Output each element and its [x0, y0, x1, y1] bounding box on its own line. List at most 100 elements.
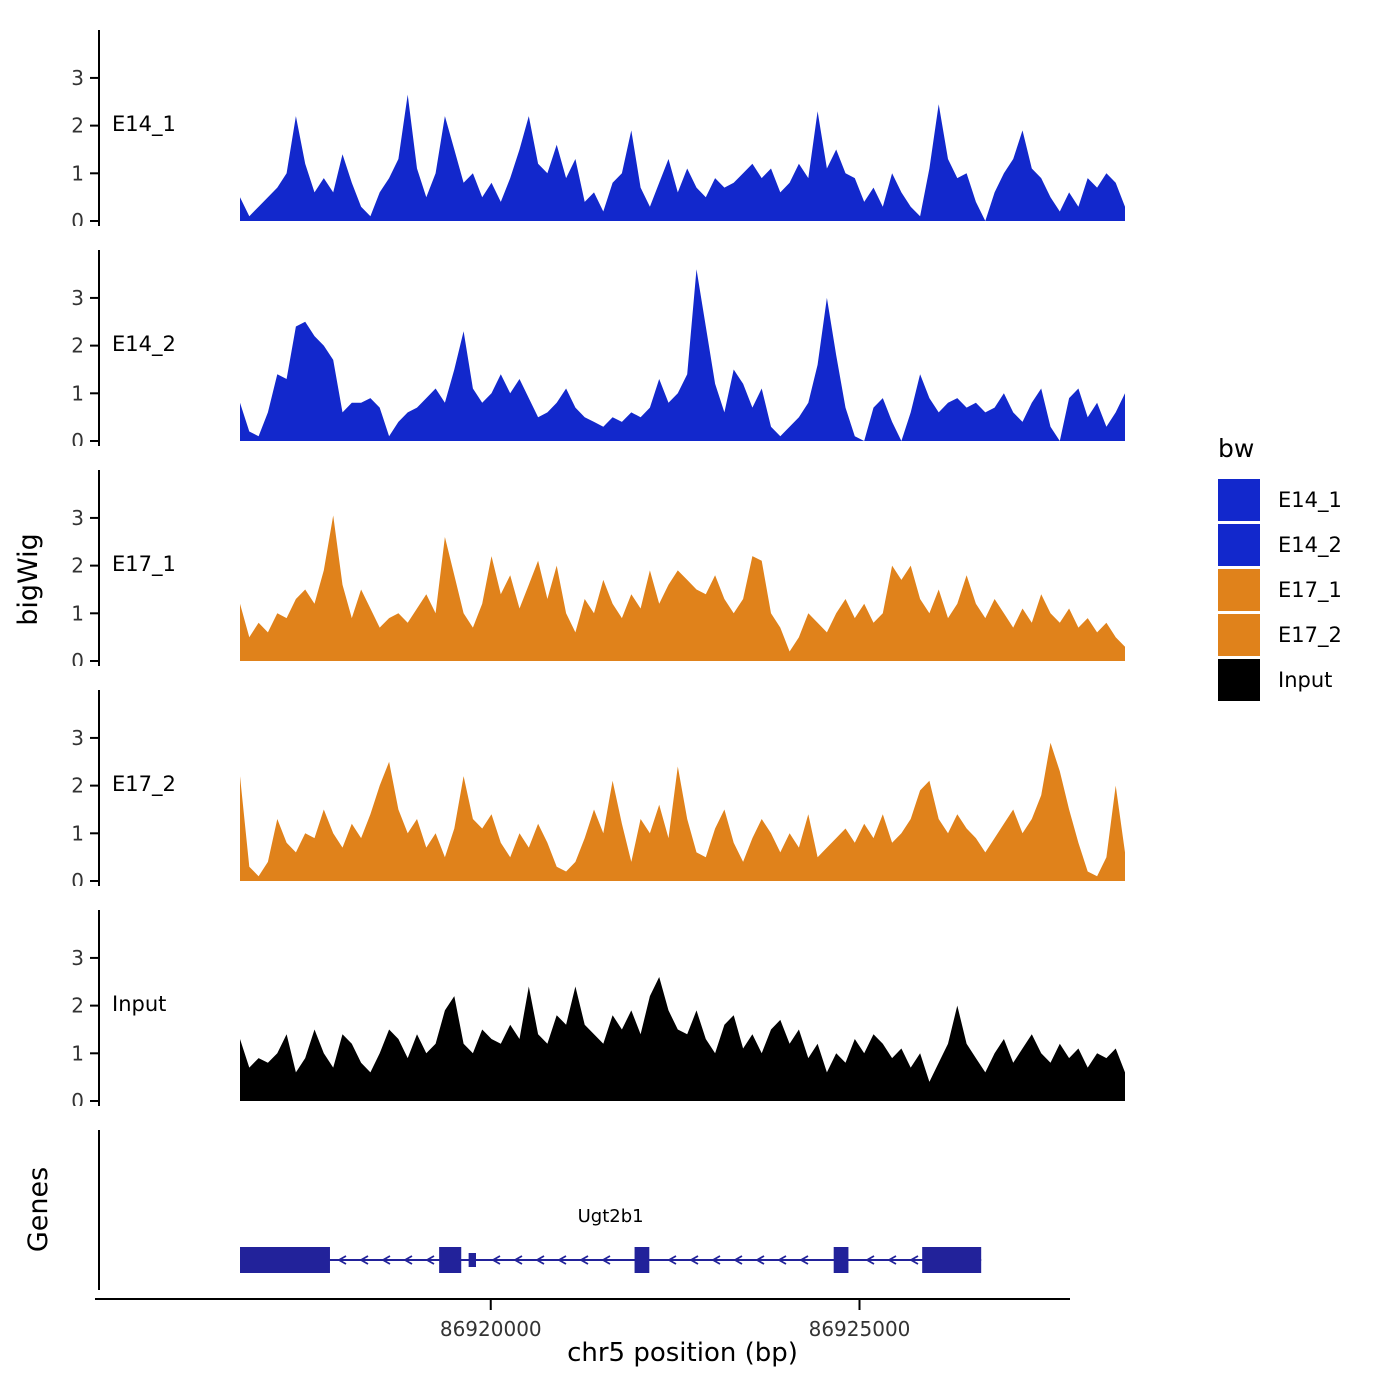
legend-item-e14_2: E14_2: [1218, 524, 1342, 566]
coverage-area-e14_1: [240, 94, 1125, 221]
y-axis: 0 1 2 3: [71, 910, 100, 1106]
exon-box: [240, 1247, 330, 1273]
coverage-area-e14_2: [240, 269, 1125, 441]
strand-arrow-icon: [513, 1255, 523, 1265]
x-axis: 86920000 86925000: [0, 1298, 1175, 1362]
y-tick-label: 1: [71, 601, 84, 625]
strand-arrow-icon: [909, 1255, 919, 1265]
track-label: E14_1: [112, 112, 176, 136]
strand-arrow-icon: [337, 1255, 347, 1265]
y-tick-label: 3: [71, 726, 84, 750]
coverage-plot: [240, 515, 1125, 661]
y-tick-label: 3: [71, 66, 84, 90]
track-panel-e14_2: 0 1 2 3 E14_2: [0, 250, 1175, 446]
track-label: E17_2: [112, 772, 176, 796]
strand-arrow-icon: [755, 1255, 765, 1265]
strand-arrow-icon: [425, 1255, 435, 1265]
legend: bw E14_1 E14_2 E17_1 E17_2 Input: [1218, 434, 1342, 704]
coverage-plot: [240, 269, 1125, 441]
y-tick-label: 1: [71, 381, 84, 405]
track-label: Input: [112, 992, 167, 1016]
y-tick-label: 3: [71, 286, 84, 310]
y-tick-label: 2: [71, 114, 84, 138]
strand-arrow-icon: [733, 1255, 743, 1265]
legend-label: E14_2: [1278, 533, 1342, 557]
strand-arrow-icon: [557, 1255, 567, 1265]
track-panel-e17_1: 0 1 2 3 E17_1: [0, 470, 1175, 666]
gene-model: Ugt2b1: [240, 1206, 982, 1273]
strand-arrow-icon: [777, 1255, 787, 1265]
strand-arrow-icon: [799, 1255, 809, 1265]
strand-arrow-icon: [865, 1255, 875, 1265]
legend-label: E14_1: [1278, 488, 1342, 512]
y-tick-label: 2: [71, 994, 84, 1018]
legend-title: bw: [1218, 434, 1255, 463]
y-axis: 0 1 2 3: [71, 250, 100, 446]
genes-panel: Ugt2b1: [0, 1130, 1175, 1290]
exon-box: [922, 1247, 982, 1273]
coverage-plot: [240, 977, 1125, 1101]
y-tick-label: 0: [71, 869, 84, 886]
exon-box: [634, 1247, 650, 1273]
track-panel-input: 0 1 2 3 Input: [0, 910, 1175, 1106]
strand-arrow-icon: [359, 1255, 369, 1265]
y-tick-label: 1: [71, 821, 84, 845]
strand-arrow-icon: [887, 1255, 897, 1265]
y-tick-label: 2: [71, 334, 84, 358]
y-tick-label: 0: [71, 209, 84, 226]
exon-box: [468, 1253, 476, 1267]
legend-swatch: [1218, 659, 1260, 701]
legend-item-input: Input: [1218, 659, 1342, 701]
legend-swatch: [1218, 614, 1260, 656]
y-tick-label: 0: [71, 1089, 84, 1106]
y-axis: 0 1 2 3: [71, 30, 100, 226]
track-label: E14_2: [112, 332, 176, 356]
y-tick-label: 2: [71, 554, 84, 578]
legend-swatch: [1218, 569, 1260, 611]
y-axis: 0 1 2 3: [71, 690, 100, 886]
coverage-area-input: [240, 977, 1125, 1101]
x-tick-label: 86920000: [440, 1317, 542, 1341]
y-tick-label: 1: [71, 1041, 84, 1065]
y-axis: 0 1 2 3: [71, 470, 100, 666]
strand-arrow-icon: [403, 1255, 413, 1265]
strand-arrow-icon: [667, 1255, 677, 1265]
legend-swatch: [1218, 524, 1260, 566]
legend-item-e17_1: E17_1: [1218, 569, 1342, 611]
coverage-area-e17_1: [240, 515, 1125, 661]
x-tick-label: 86925000: [809, 1317, 911, 1341]
y-tick-label: 1: [71, 161, 84, 185]
legend-label: Input: [1278, 668, 1333, 692]
strand-arrow-icon: [689, 1255, 699, 1265]
track-panel-e17_2: 0 1 2 3 E17_2: [0, 690, 1175, 886]
legend-item-e17_2: E17_2: [1218, 614, 1342, 656]
x-axis-title: chr5 position (bp): [567, 1338, 798, 1368]
y-tick-label: 2: [71, 774, 84, 798]
legend-swatch: [1218, 479, 1260, 521]
strand-arrow-icon: [579, 1255, 589, 1265]
gene-name-label: Ugt2b1: [578, 1206, 644, 1227]
x-axis-svg: 86920000 86925000: [95, 1298, 1070, 1341]
y-tick-label: 0: [71, 649, 84, 666]
legend-label: E17_2: [1278, 623, 1342, 647]
legend-item-e14_1: E14_1: [1218, 479, 1342, 521]
y-tick-label: 3: [71, 946, 84, 970]
exon-box: [833, 1247, 849, 1273]
legend-items: E14_1 E14_2 E17_1 E17_2 Input: [1218, 479, 1342, 701]
track-label: E17_1: [112, 552, 176, 576]
coverage-plot: [240, 742, 1125, 881]
track-panel-e14_1: 0 1 2 3 E14_1: [0, 30, 1175, 226]
y-tick-label: 3: [71, 506, 84, 530]
genes-axis-line: [98, 1130, 100, 1290]
strand-arrow-icon: [491, 1255, 501, 1265]
strand-arrow-icon: [381, 1255, 391, 1265]
coverage-plot: [240, 94, 1125, 221]
coverage-area-e17_2: [240, 742, 1125, 881]
strand-arrow-icon: [535, 1255, 545, 1265]
strand-arrow-icon: [711, 1255, 721, 1265]
legend-label: E17_1: [1278, 578, 1342, 602]
strand-arrow-icon: [601, 1255, 611, 1265]
y-tick-label: 0: [71, 429, 84, 446]
tracks-container: 0 1 2 3 E14_1 0 1 2 3 E14_2 0 1 2 3 E17_1 0 1 2 3 E17_2 0 1 2 3…: [0, 30, 1175, 1130]
